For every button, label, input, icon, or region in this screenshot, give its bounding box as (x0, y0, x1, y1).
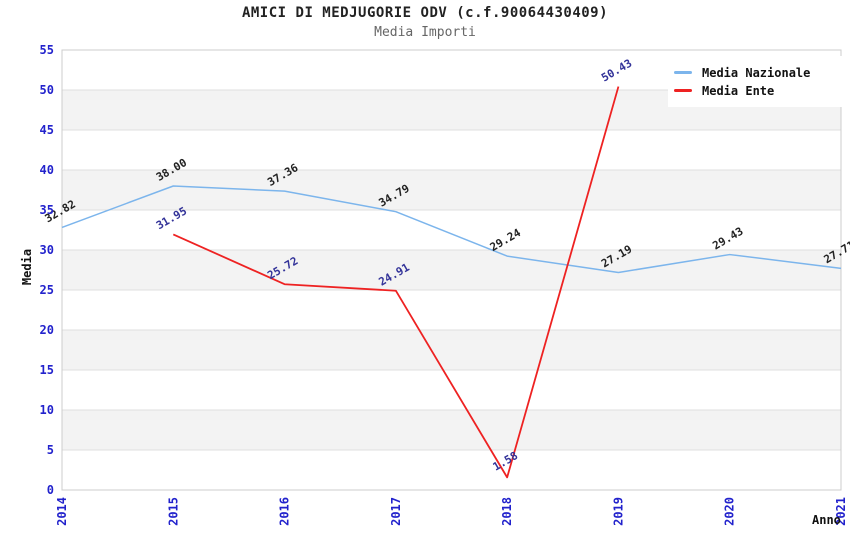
plot-band (62, 170, 841, 210)
y-tick-label: 55 (40, 43, 54, 57)
point-label: 50.43 (599, 57, 634, 85)
legend-swatch-ente-icon (674, 89, 692, 92)
legend: Media Nazionale Media Ente (668, 56, 845, 107)
x-tick-label: 2020 (723, 497, 737, 526)
legend-item-ente: Media Ente (674, 82, 837, 99)
x-tick-label: 2016 (278, 497, 292, 526)
x-tick-label: 2019 (611, 497, 625, 526)
legend-label-ente: Media Ente (702, 83, 775, 98)
x-tick-label: 2021 (834, 497, 848, 526)
chart-title: AMICI DI MEDJUGORIE ODV (c.f.90064430409… (241, 5, 609, 21)
y-tick-label: 45 (40, 123, 54, 137)
y-tick-label: 15 (40, 363, 54, 377)
x-tick-label: 2015 (166, 497, 180, 526)
series-line-ente (172, 86, 620, 479)
y-tick-label: 35 (40, 203, 54, 217)
y-tick-label: 5 (47, 443, 54, 457)
y-tick-label: 0 (47, 483, 54, 497)
plot-band (62, 330, 841, 370)
y-tick-label: 25 (40, 283, 54, 297)
series-line-nazionale (61, 185, 842, 274)
x-tick-label: 2014 (55, 497, 69, 526)
legend-label-nazionale: Media Nazionale (702, 65, 811, 80)
point-label: 1.58 (491, 449, 520, 474)
legend-item-nazionale: Media Nazionale (674, 64, 837, 81)
x-axis-title: Anno (812, 513, 841, 527)
y-tick-label: 40 (40, 163, 54, 177)
chart-subtitle: Media Importi (374, 25, 476, 40)
legend-swatch-nazionale-icon (674, 71, 692, 74)
x-tick-label: 2018 (500, 497, 514, 526)
plot-band (62, 250, 841, 290)
y-tick-label: 50 (40, 83, 54, 97)
y-tick-label: 30 (40, 243, 54, 257)
y-tick-label: 20 (40, 323, 54, 337)
plot-border (61, 49, 842, 491)
y-axis-title: Media (20, 248, 34, 286)
x-tick-label: 2017 (389, 497, 403, 526)
y-tick-label: 10 (40, 403, 54, 417)
plot-band (62, 410, 841, 450)
point-label: 29.43 (710, 225, 745, 253)
